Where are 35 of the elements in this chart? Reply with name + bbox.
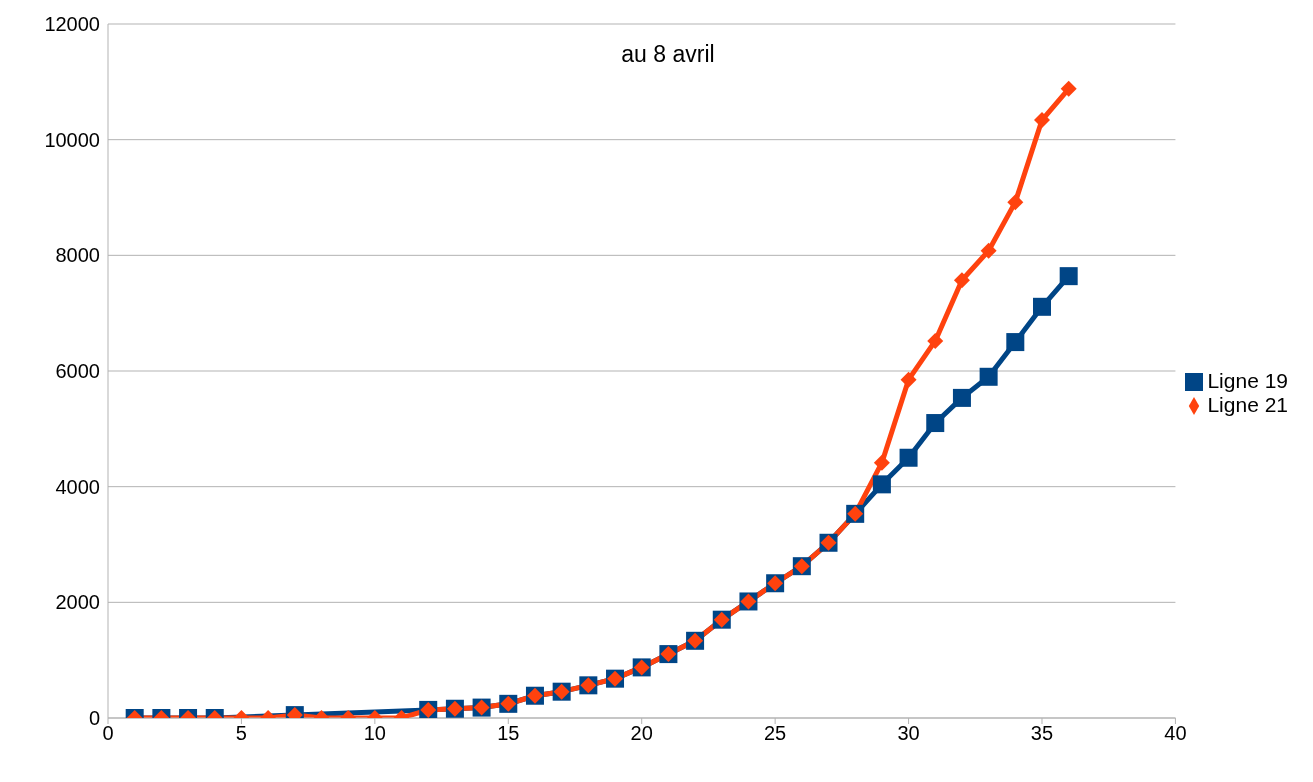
y-tick-label: 8000 [55, 244, 100, 267]
point [927, 332, 944, 349]
point [1007, 194, 1024, 211]
x-tick-label: 40 [1164, 722, 1187, 745]
point [899, 448, 918, 467]
y-tick-label: 6000 [55, 360, 100, 383]
y-tick-label: 10000 [44, 128, 100, 151]
legend-label: Ligne 21 [1207, 393, 1288, 416]
x-tick-label: 35 [1030, 722, 1054, 745]
x-tick-label: 5 [235, 722, 247, 745]
point [1059, 267, 1078, 286]
point [900, 371, 917, 388]
point [979, 367, 998, 386]
point [1033, 112, 1050, 128]
x-tick-label: 25 [764, 722, 787, 745]
x-tick-label: 30 [897, 722, 920, 745]
point [980, 242, 997, 259]
legend-label: Ligne 19 [1207, 369, 1288, 392]
x-tick-label: 0 [102, 722, 114, 745]
point [952, 388, 971, 407]
y-tick-label: 4000 [55, 475, 100, 498]
x-tick-label: 20 [630, 722, 653, 745]
y-tick-label: 0 [88, 707, 100, 730]
y-tick-label: 2000 [55, 591, 100, 614]
point [926, 414, 945, 433]
y-tick-label: 12000 [44, 13, 100, 36]
point [1006, 333, 1025, 352]
point [1032, 297, 1051, 316]
point [873, 454, 890, 471]
x-tick-label: 10 [363, 722, 386, 745]
x-tick-label: 15 [497, 722, 520, 745]
text: au 8 avril [621, 41, 715, 67]
point [872, 475, 891, 494]
point [1060, 80, 1077, 97]
point [953, 272, 970, 289]
